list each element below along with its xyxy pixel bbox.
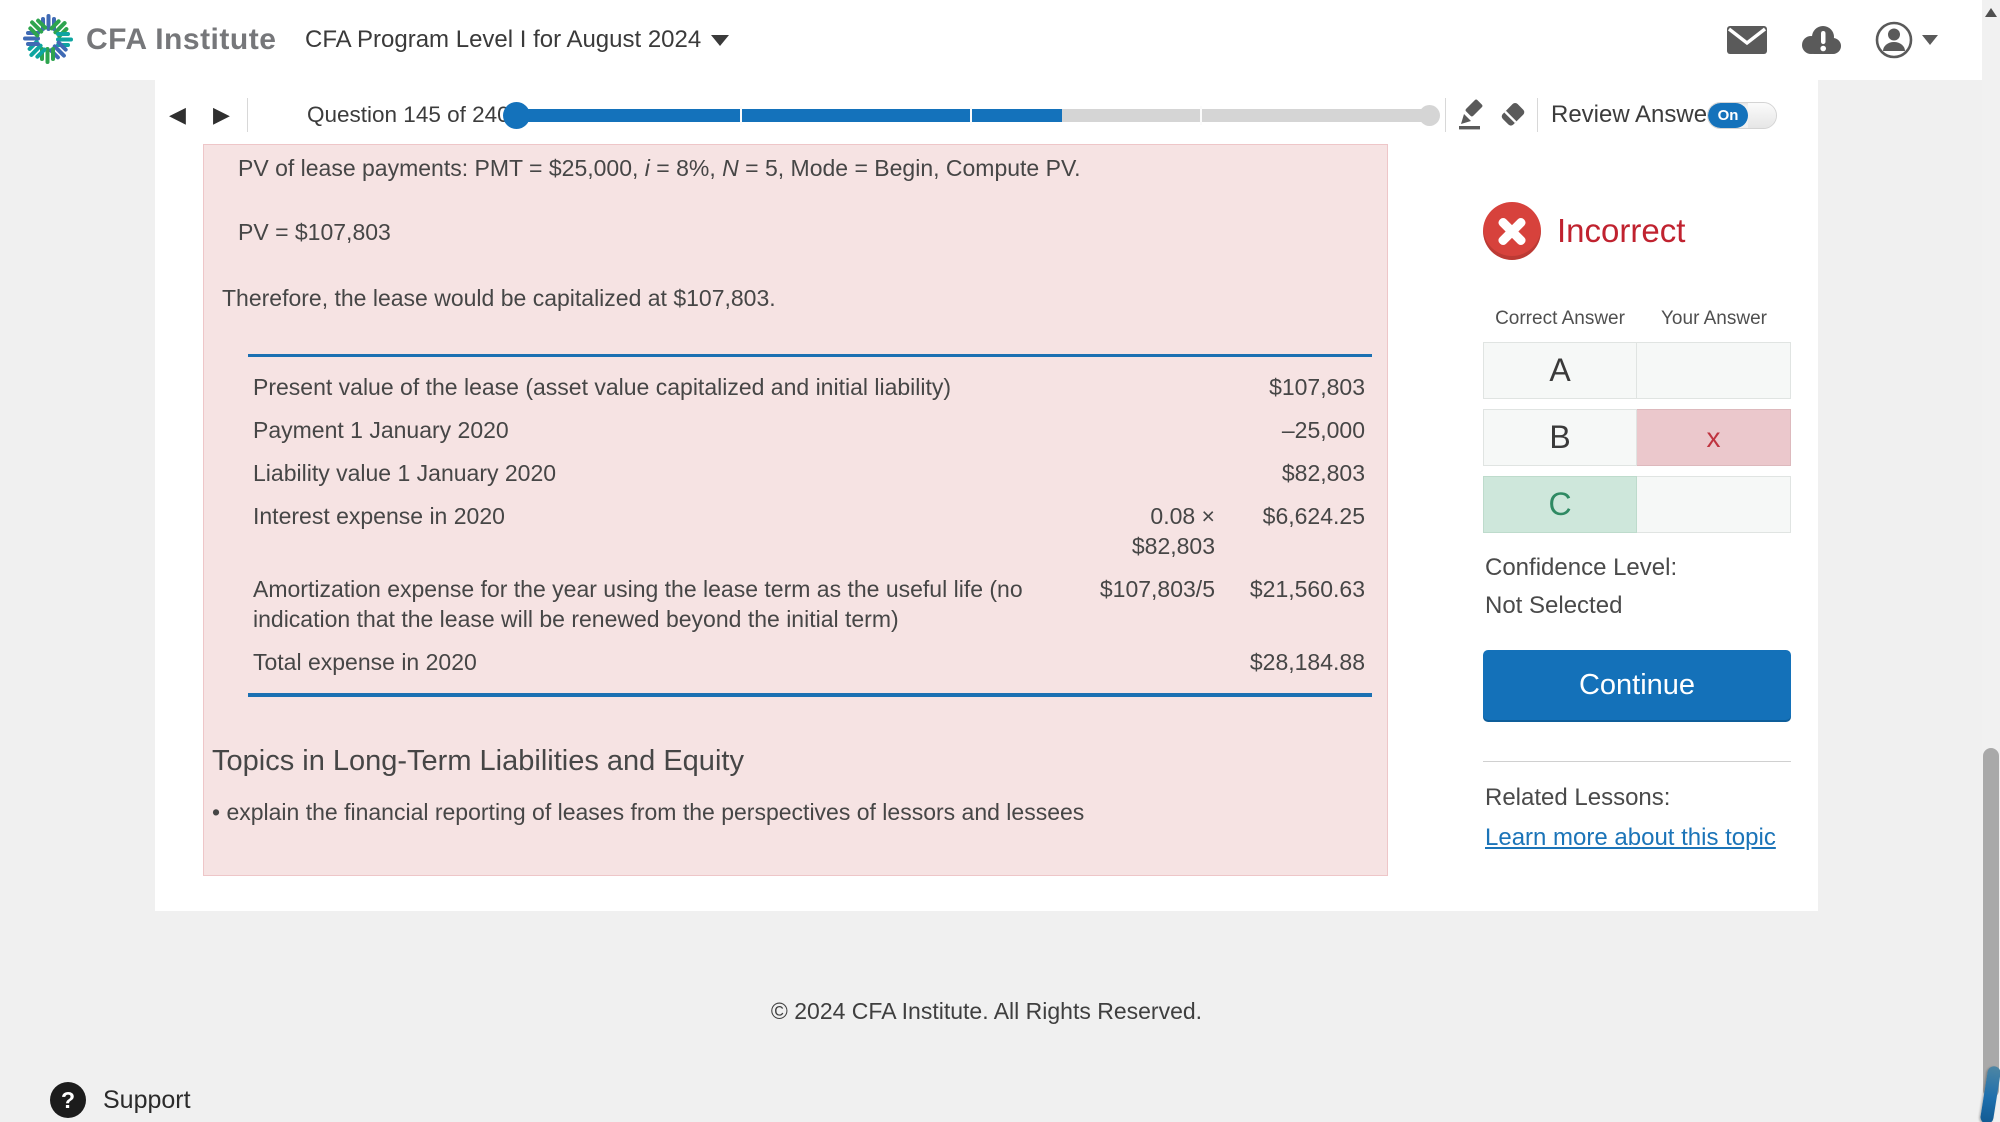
- progress-tick: [970, 106, 972, 125]
- answer-column-headers: Correct Answer Your Answer: [1483, 308, 1791, 330]
- learn-more-link[interactable]: Learn more about this topic: [1485, 824, 1776, 851]
- progress-end-cap: [1419, 105, 1440, 126]
- progress-thumb[interactable]: [503, 102, 530, 129]
- your-cell-b-selected: x: [1637, 409, 1791, 466]
- divider: [1483, 761, 1791, 762]
- vertical-scrollbar[interactable]: [1979, 0, 2000, 1122]
- messages-button[interactable]: [1726, 25, 1768, 55]
- answer-row-a: A: [1483, 342, 1791, 399]
- confidence-level-value: Not Selected: [1485, 592, 1623, 619]
- answer-status: Incorrect: [1483, 202, 1685, 260]
- correct-cell-b: B: [1483, 409, 1637, 466]
- chevron-down-icon: [711, 34, 730, 46]
- table-row: Present value of the lease (asset value …: [253, 374, 1365, 400]
- correct-answer-header: Correct Answer: [1495, 308, 1625, 329]
- divider: [247, 98, 248, 132]
- status-label: Incorrect: [1557, 212, 1686, 249]
- next-question-button[interactable]: ▶: [213, 102, 230, 127]
- account-menu[interactable]: [1874, 20, 1938, 60]
- explanation-line-conclusion: Therefore, the lease would be capitalize…: [222, 285, 776, 311]
- highlighter-icon: [1459, 99, 1483, 130]
- question-progress-bar[interactable]: [503, 102, 1440, 129]
- incorrect-x-circle-icon: [1483, 202, 1541, 260]
- answer-row-c: C: [1483, 476, 1791, 533]
- account-avatar-icon: [1875, 21, 1913, 59]
- your-cell-a: [1637, 342, 1791, 399]
- program-title: CFA Program Level I for August 2024: [305, 26, 702, 53]
- envelope-icon: [1727, 26, 1767, 54]
- review-answer-toggle[interactable]: On: [1707, 102, 1777, 129]
- confidence-level-label: Confidence Level:: [1485, 554, 1678, 581]
- answer-grid: A B x C: [1483, 342, 1791, 543]
- copyright-text: © 2024 CFA Institute. All Rights Reserve…: [770, 998, 1203, 1024]
- toggle-on-label: On: [1708, 103, 1748, 128]
- related-lessons-label: Related Lessons:: [1485, 784, 1671, 811]
- table-row: Payment 1 January 2020 –25,000: [253, 417, 1365, 443]
- review-answer-label: Review Answer: [1551, 101, 1716, 128]
- progress-tick: [740, 106, 742, 125]
- question-navbar: ◀ ▶ Question 145 of 240: [155, 80, 1818, 150]
- previous-question-button[interactable]: ◀: [169, 102, 186, 127]
- table-row: Total expense in 2020 $28,184.88: [253, 649, 1365, 675]
- progress-tick: [1200, 106, 1202, 125]
- table-row: Liability value 1 January 2020 $82,803: [253, 460, 1365, 486]
- lease-calculation-table: Present value of the lease (asset value …: [248, 354, 1372, 697]
- answer-row-b: B x: [1483, 409, 1791, 466]
- answer-explanation-panel: PV of lease payments: PMT = $25,000, i =…: [203, 144, 1388, 876]
- alerts-button[interactable]: [1798, 23, 1844, 57]
- toggle-knob: [1748, 103, 1776, 128]
- progress-fill: [510, 109, 1062, 122]
- continue-button[interactable]: Continue: [1483, 650, 1791, 720]
- correct-cell-a: A: [1483, 342, 1637, 399]
- cfa-pinwheel-logo-icon: [23, 14, 73, 64]
- support-button[interactable]: ? Support: [50, 1082, 191, 1118]
- cloud-alert-icon: [1802, 26, 1841, 54]
- question-circle-icon: ?: [50, 1082, 86, 1118]
- explanation-line-pv-result: PV = $107,803: [238, 219, 391, 245]
- your-cell-c: [1637, 476, 1791, 533]
- brand-name: CFA Institute: [86, 23, 277, 56]
- program-selector[interactable]: CFA Program Level I for August 2024: [305, 0, 730, 80]
- header-actions: [1726, 0, 1938, 80]
- correct-cell-c: C: [1483, 476, 1637, 533]
- topics-heading: Topics in Long-Term Liabilities and Equi…: [212, 745, 744, 777]
- question-review-card: ◀ ▶ Question 145 of 240: [155, 80, 1818, 911]
- divider: [1537, 98, 1538, 132]
- highlighter-tool-button[interactable]: [1453, 97, 1489, 133]
- support-label: Support: [103, 1085, 191, 1114]
- chevron-down-icon: [1922, 35, 1938, 45]
- your-answer-header: Your Answer: [1661, 308, 1767, 329]
- scroll-up-arrow-icon[interactable]: [1985, 8, 1997, 17]
- eraser-icon: [1501, 103, 1525, 126]
- question-counter: Question 145 of 240: [307, 102, 510, 127]
- table-row: Interest expense in 2020 0.08 × $82,803 …: [253, 503, 1365, 559]
- eraser-tool-button[interactable]: [1495, 97, 1531, 133]
- divider: [1445, 98, 1446, 132]
- explanation-line-pv-setup: PV of lease payments: PMT = $25,000, i =…: [238, 155, 1081, 181]
- learning-outcome-bullet: • explain the financial reporting of lea…: [212, 799, 1085, 825]
- table-row: Amortization expense for the year using …: [253, 576, 1365, 632]
- scrollbar-thumb[interactable]: [1983, 748, 1999, 1098]
- app-header: CFA Institute CFA Program Level I for Au…: [0, 0, 2000, 80]
